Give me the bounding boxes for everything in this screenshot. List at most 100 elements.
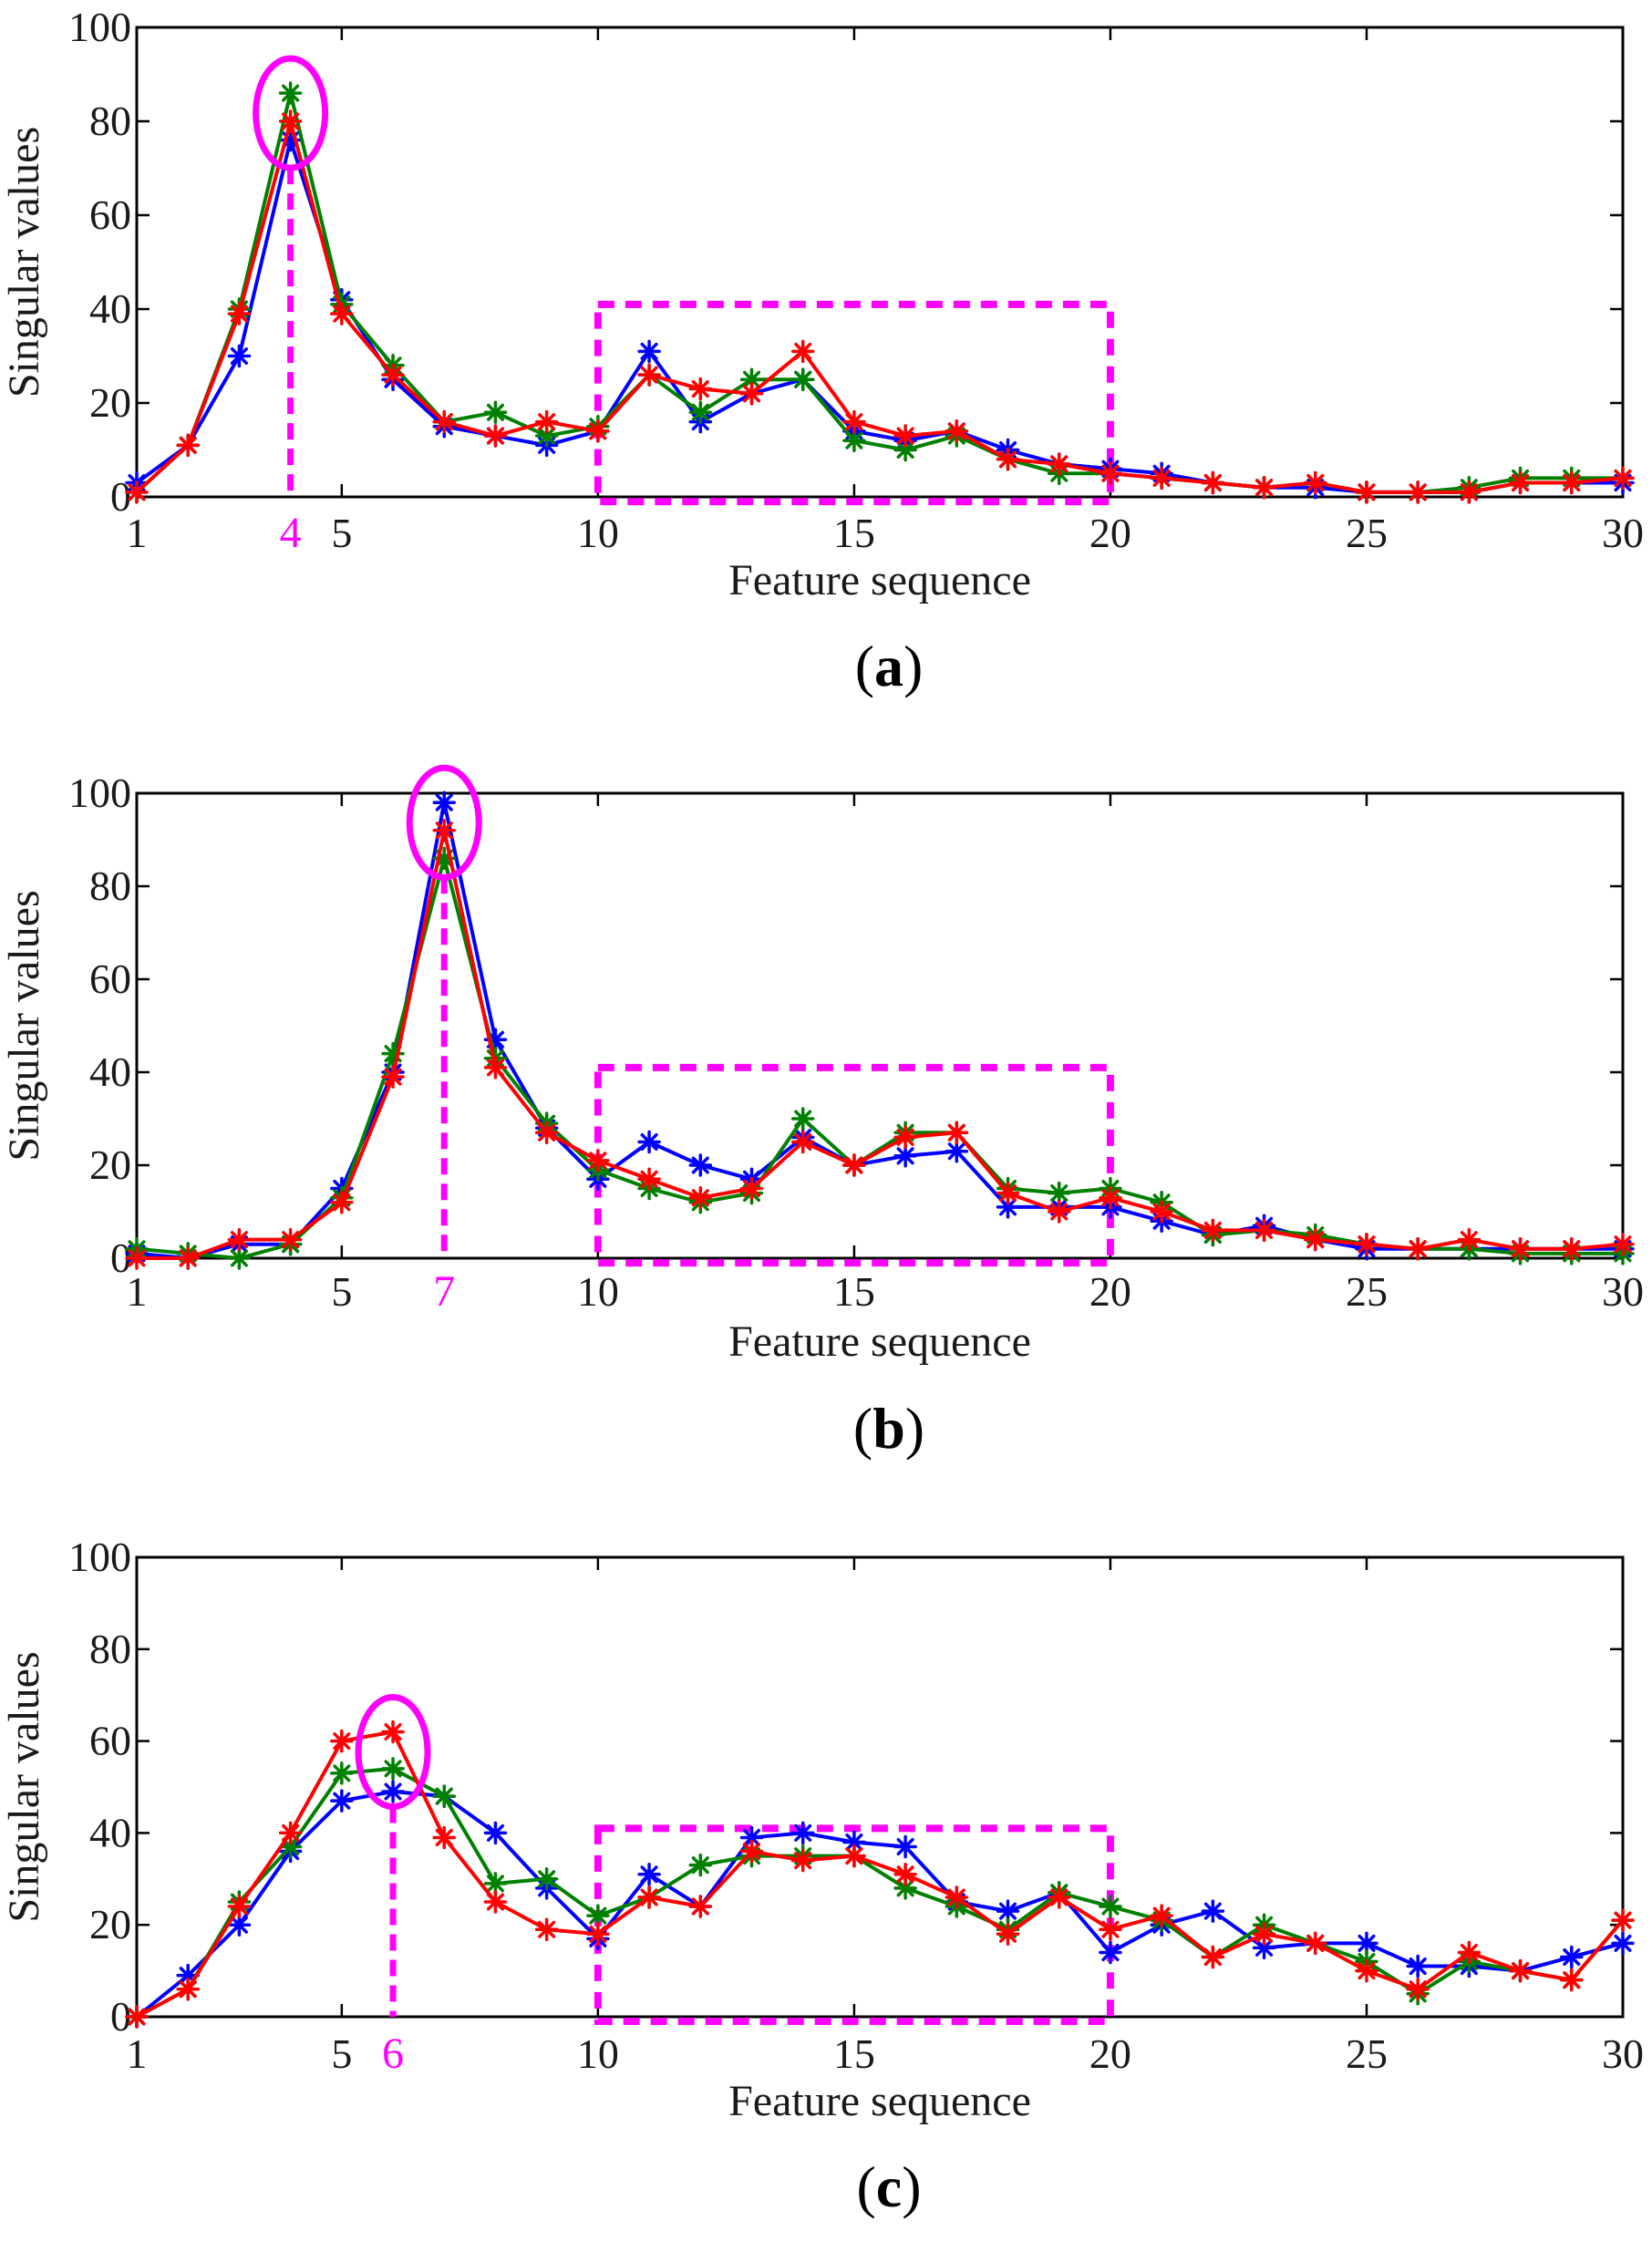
series-point-red: [278, 1821, 303, 1845]
series-point-red: [1047, 452, 1071, 476]
y-tick-label: 100: [68, 1534, 131, 1580]
series-point-red: [739, 1839, 764, 1864]
y-tick-label: 40: [89, 1049, 131, 1095]
series-point-red: [1355, 1232, 1378, 1256]
x-tick-label: 15: [833, 510, 875, 556]
series-point-red: [1457, 1940, 1482, 1965]
series-point-red: [945, 1121, 969, 1145]
series-point-red: [996, 448, 1020, 471]
series-point-red: [227, 302, 252, 325]
x-axis-label: Feature sequence: [728, 2077, 1031, 2125]
series-point-red: [176, 1978, 200, 2001]
series-point-red: [278, 109, 303, 133]
series-point-red: [278, 1227, 303, 1252]
x-tick-label: 1: [127, 510, 148, 556]
series-point-red: [1406, 1237, 1430, 1261]
y-tick-label: 20: [89, 1141, 131, 1188]
plot-frame: [135, 1555, 1625, 2019]
x-tick-label: 20: [1089, 510, 1131, 556]
series-point-red: [688, 1895, 713, 1918]
series-point-green: [278, 81, 303, 105]
series-point-red: [1252, 1218, 1276, 1243]
series-point-red: [637, 1885, 661, 1909]
series-point-red: [996, 1922, 1020, 1947]
panel-label: (c): [856, 2154, 921, 2219]
series-point-blue: [637, 1130, 661, 1154]
series-point-red: [1099, 1185, 1122, 1210]
series-point-blue: [330, 1789, 354, 1813]
panel-label: (b): [853, 1396, 924, 1461]
series-point-green: [1099, 1895, 1122, 1918]
series-point-red: [1099, 1917, 1122, 1941]
series-point-red: [586, 1149, 610, 1172]
peak-x-label: 4: [280, 509, 302, 557]
y-tick-label: 20: [89, 1901, 131, 1947]
y-tick-label: 100: [68, 770, 131, 816]
x-tick-label: 30: [1602, 510, 1644, 556]
series-point-red: [534, 1917, 559, 1941]
y-tick-label: 100: [68, 4, 131, 50]
series-point-red: [1560, 1968, 1584, 1992]
x-tick-label: 25: [1346, 510, 1388, 556]
x-tick-label: 25: [1346, 1268, 1388, 1315]
series-point-blue: [483, 1821, 508, 1845]
series-point-red: [842, 409, 866, 434]
series-point-red: [739, 381, 764, 406]
series-point-red: [1611, 466, 1635, 491]
series-point-red: [688, 377, 713, 401]
series-point-red: [1201, 1945, 1225, 1969]
series-point-red: [432, 1825, 456, 1850]
series-point-red: [381, 363, 405, 387]
series-point-red: [586, 1922, 610, 1947]
series-point-green: [790, 367, 815, 391]
x-tick-label: 5: [331, 2030, 352, 2077]
series-point-red: [1406, 480, 1430, 504]
series-point-green: [330, 1761, 354, 1785]
series-point-red: [381, 1720, 405, 1744]
series-point-red: [586, 419, 610, 443]
series-point-red: [432, 409, 456, 434]
series-point-red: [1304, 1227, 1327, 1252]
y-tick-label: 60: [89, 1718, 131, 1764]
x-tick-label: 20: [1089, 1268, 1131, 1315]
y-axis-label: Singular values: [0, 1651, 48, 1922]
series-line-red: [137, 828, 1624, 1260]
x-axis-label: Feature sequence: [728, 1317, 1031, 1366]
x-tick-label: 1: [127, 2030, 148, 2077]
y-tick-label: 20: [89, 379, 131, 426]
series-point-red: [125, 2005, 149, 2029]
series-point-red: [1150, 466, 1173, 491]
series-point-red: [1508, 1958, 1533, 1983]
panel-label: (a): [855, 634, 924, 698]
series-point-blue: [1406, 1954, 1430, 1978]
x-tick-label: 5: [331, 1268, 352, 1315]
x-axis-label: Feature sequence: [728, 556, 1031, 604]
plot-frame: [135, 26, 1625, 499]
series-point-blue: [893, 1834, 917, 1859]
x-tick-label: 10: [577, 1268, 619, 1315]
series-point-red: [381, 1065, 405, 1089]
series-point-blue: [945, 1139, 969, 1163]
series-point-green: [483, 1872, 508, 1896]
series-point-green: [381, 1757, 405, 1781]
series-point-red: [1457, 480, 1482, 504]
series-point-blue: [790, 1821, 815, 1845]
y-tick-label: 80: [89, 1626, 131, 1672]
series-point-red: [176, 433, 200, 458]
y-tick-label: 0: [110, 473, 131, 520]
series-point-red: [1252, 1922, 1276, 1947]
series-line-green: [135, 91, 1623, 494]
highlight-range-box: [594, 300, 1114, 506]
x-tick-label: 5: [331, 510, 352, 556]
series-point-blue: [227, 344, 252, 368]
series-point-green: [1047, 1181, 1071, 1205]
series-point-red: [996, 1181, 1020, 1205]
y-tick-label: 40: [89, 285, 131, 332]
y-tick-label: 40: [89, 1809, 131, 1855]
series-point-red: [945, 419, 969, 443]
series-point-red: [534, 409, 559, 434]
series-point-blue: [1560, 1945, 1584, 1969]
series-point-red: [1611, 1908, 1635, 1932]
